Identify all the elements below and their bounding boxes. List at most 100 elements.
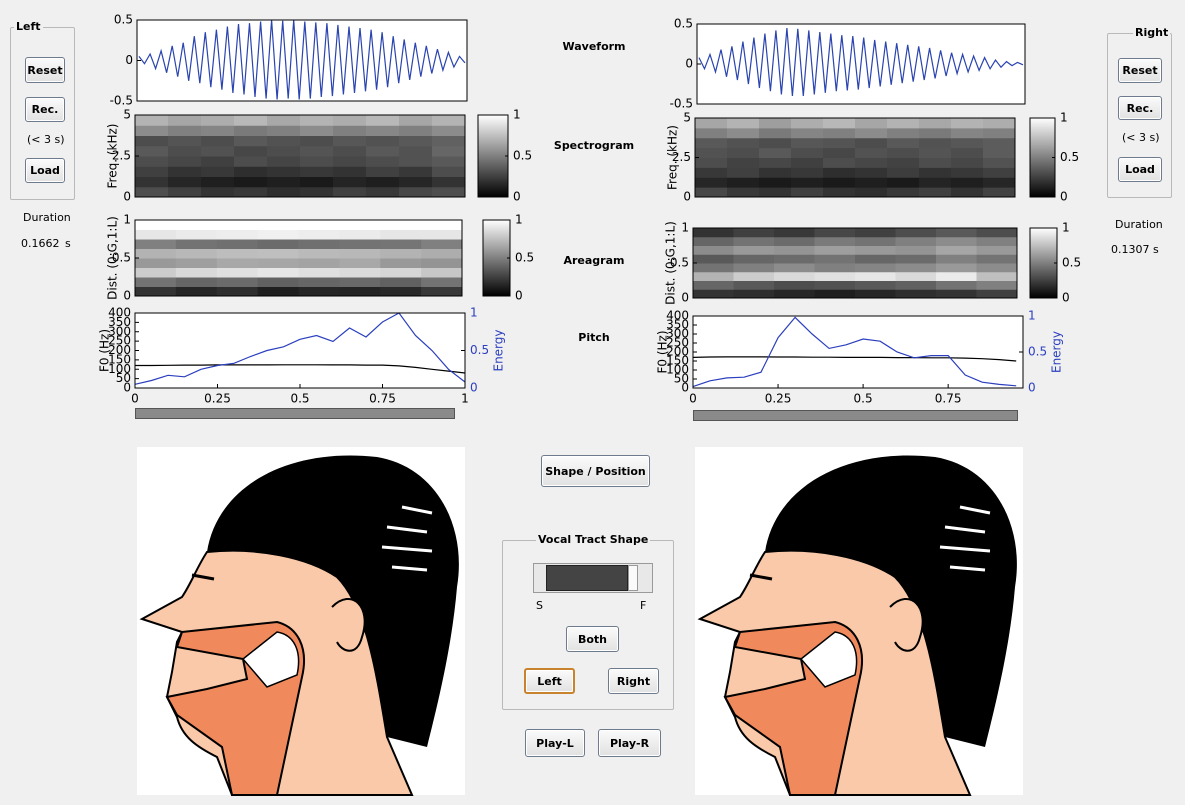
- load-button[interactable]: Load: [1118, 157, 1162, 182]
- y-axis-label: F0 (Hz): [98, 329, 112, 372]
- heatmap-cell: [693, 228, 734, 237]
- heatmap-cell: [267, 156, 301, 167]
- play-left-button[interactable]: Play-L: [525, 729, 585, 757]
- heatmap-cell: [759, 187, 792, 197]
- heatmap-cell: [380, 258, 421, 268]
- heatmap-cell: [168, 146, 202, 157]
- y-tick-label: 400: [108, 306, 131, 320]
- heatmap-cell: [201, 146, 235, 157]
- heatmap-cell: [695, 158, 728, 168]
- shape-position-button[interactable]: Shape / Position: [541, 455, 650, 487]
- heatmap-cell: [176, 249, 217, 259]
- heatmap-cell: [774, 237, 815, 246]
- slider-thumb[interactable]: [628, 565, 638, 591]
- heatmap-cell: [815, 237, 856, 246]
- load-button[interactable]: Load: [25, 158, 65, 183]
- heatmap-cell: [339, 287, 380, 297]
- heatmap-cell: [299, 277, 340, 287]
- heatmap-cell: [366, 187, 400, 198]
- heatmap-cell: [734, 263, 775, 272]
- ear: [890, 599, 923, 651]
- heatmap-cell: [759, 138, 792, 148]
- heatmap-cell: [919, 187, 952, 197]
- reset-button[interactable]: Reset: [1118, 58, 1162, 83]
- slider[interactable]: [533, 563, 653, 593]
- heatmap-cell: [267, 187, 301, 198]
- heatmap-cell: [258, 258, 299, 268]
- x-tick-label: 1: [461, 392, 469, 406]
- head-image-right: [695, 447, 1023, 795]
- heatmap-cell: [896, 289, 937, 298]
- heatmap-cell: [339, 268, 380, 278]
- record-button[interactable]: Rec.: [25, 97, 65, 122]
- heatmap-cell: [217, 220, 258, 230]
- y-tick-label: 1: [681, 221, 689, 235]
- heatmap-cell: [300, 146, 334, 157]
- heatmap-cell: [727, 148, 760, 158]
- y-tick-label: 0: [685, 57, 693, 71]
- heatmap-cell: [366, 177, 400, 188]
- heatmap-cell: [168, 177, 202, 188]
- heatmap-cell: [300, 125, 334, 136]
- y-axis-label: Freq. (kHz): [106, 124, 120, 189]
- heatmap-cell: [774, 272, 815, 281]
- chart: 05010015020025030035040000.250.50.75100.…: [98, 306, 506, 406]
- heatmap-cell: [936, 272, 977, 281]
- heatmap-cell: [823, 118, 856, 128]
- heatmap-cell: [734, 246, 775, 255]
- y-tick-label: 5: [683, 111, 691, 125]
- heatmap-cell: [815, 272, 856, 281]
- heatmap-cell: [936, 254, 977, 263]
- heatmap-cell: [234, 187, 268, 198]
- heatmap-cell: [855, 272, 896, 281]
- both-button[interactable]: Both: [566, 626, 619, 652]
- play-right-button[interactable]: Play-R: [598, 729, 661, 757]
- heatmap-cell: [693, 237, 734, 246]
- heatmap-cell: [176, 258, 217, 268]
- heatmap-cell: [815, 228, 856, 237]
- heatmap-cell: [936, 246, 977, 255]
- y-tick-label: 0: [125, 53, 133, 67]
- heatmap-cell: [366, 146, 400, 157]
- reset-button[interactable]: Reset: [25, 57, 65, 83]
- heatmap-cell: [201, 166, 235, 177]
- y-tick-label: 0: [123, 190, 131, 204]
- heatmap-cell: [936, 263, 977, 272]
- heatmap-cell: [267, 166, 301, 177]
- heatmap-cell: [896, 228, 937, 237]
- heatmap-cell: [399, 187, 433, 198]
- heatmap-cell: [399, 146, 433, 157]
- right-button[interactable]: Right: [608, 668, 659, 694]
- heatmap-cell: [432, 187, 466, 198]
- heatmap-cell: [855, 228, 896, 237]
- progress-bar: [135, 408, 455, 419]
- heatmap-cell: [135, 268, 176, 278]
- heatmap-cell: [727, 167, 760, 177]
- heatmap-cell: [399, 156, 433, 167]
- left-button[interactable]: Left: [524, 668, 575, 694]
- panel-title: Left: [14, 20, 43, 33]
- colorbar-tick-label: 1: [515, 213, 523, 227]
- heatmap-cell: [217, 258, 258, 268]
- heatmap-cell: [855, 263, 896, 272]
- colorbar-tick-label: 0.5: [1060, 150, 1079, 164]
- group-title: Vocal Tract Shape: [536, 533, 650, 546]
- heatmap-cell: [936, 281, 977, 290]
- chart: 00.5100.51Dist. (0:G,1:L): [664, 221, 1082, 305]
- heatmap-cell: [299, 220, 340, 230]
- heatmap-cell: [695, 118, 728, 128]
- heatmap-cell: [695, 128, 728, 138]
- heatmap-cell: [823, 148, 856, 158]
- y2-axis-label: Energy: [1050, 331, 1064, 373]
- heatmap-cell: [855, 167, 888, 177]
- heatmap-cell: [168, 125, 202, 136]
- heatmap-cell: [896, 272, 937, 281]
- heatmap-cell: [300, 166, 334, 177]
- heatmap-cell: [258, 239, 299, 249]
- heatmap-cell: [951, 128, 984, 138]
- heatmap-cell: [734, 272, 775, 281]
- heatmap-cell: [135, 125, 169, 136]
- heatmap-cell: [774, 289, 815, 298]
- record-button[interactable]: Rec.: [1118, 96, 1162, 120]
